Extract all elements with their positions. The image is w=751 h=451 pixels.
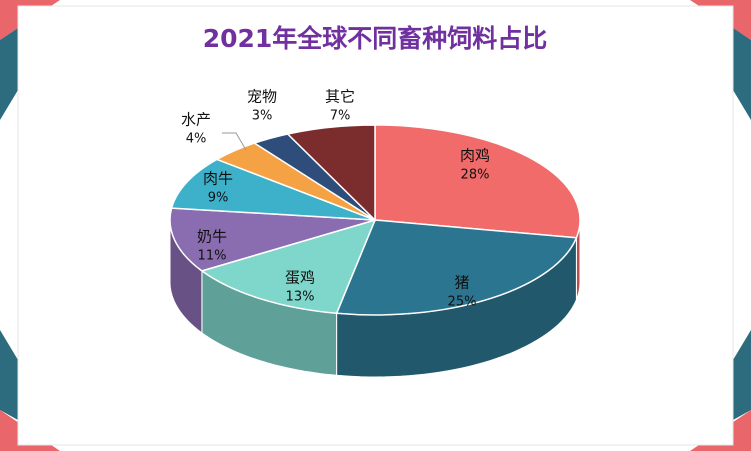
leader-line — [222, 132, 247, 151]
slice-label: 宠物 — [247, 88, 277, 106]
corner-decor — [733, 28, 751, 120]
slice — [169, 207, 376, 272]
slice-value-label: 28% — [461, 168, 490, 183]
slice-label: 猪 — [454, 274, 469, 292]
pie: 肉鸡 28% 猪 25% 蛋鸡 13% 奶牛 11% 肉牛 9% 水产 4% 宠物 3% 其它 7% — [169, 88, 581, 378]
slice-value-label: 7% — [330, 109, 351, 124]
slice-value-label: 9% — [208, 191, 229, 206]
slice-value-label: 4% — [186, 132, 207, 147]
slice — [374, 124, 581, 239]
slice-value-label: 25% — [448, 295, 477, 310]
slice-value-label: 11% — [198, 249, 227, 264]
slice-label: 奶牛 — [197, 228, 227, 246]
slice — [200, 218, 377, 315]
slice-label: 肉鸡 — [460, 147, 490, 165]
slice — [335, 219, 578, 316]
slice — [170, 158, 376, 221]
slice-label: 肉牛 — [203, 170, 233, 188]
corner-decor — [733, 330, 751, 420]
slice-label: 水产 — [181, 111, 211, 129]
corner-decor — [0, 28, 18, 120]
slice-label: 蛋鸡 — [285, 269, 315, 287]
slice-value-label: 13% — [286, 290, 315, 305]
slice-label: 其它 — [325, 88, 355, 106]
corner-decor — [0, 330, 18, 420]
slice — [286, 124, 376, 222]
slice-value-label: 3% — [252, 109, 273, 124]
chart-title: 2021年全球不同畜种饲料占比 — [203, 24, 548, 53]
